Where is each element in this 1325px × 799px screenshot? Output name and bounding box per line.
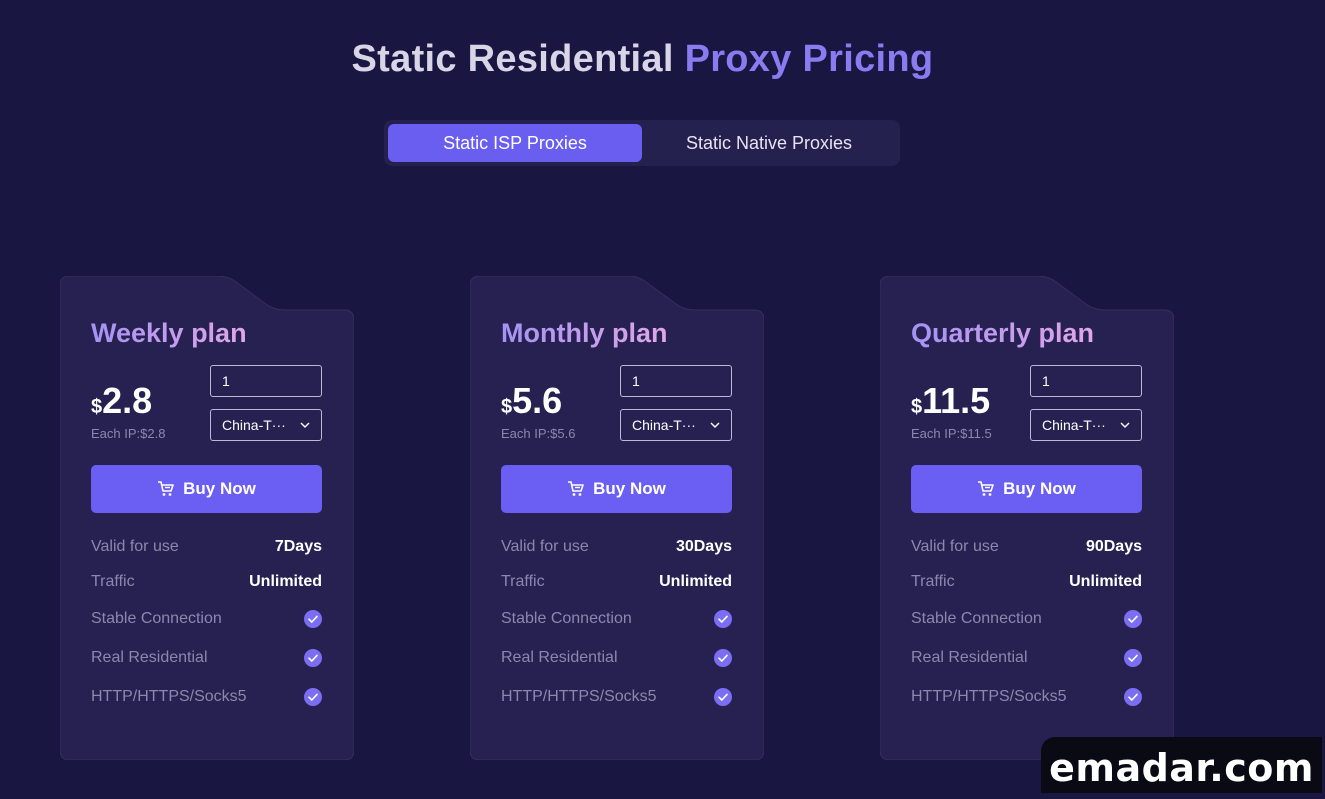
feature-label: Real Residential [911,649,1028,666]
tab-static-native-proxies[interactable]: Static Native Proxies [685,133,853,153]
tab-static-isp-proxies[interactable]: Static ISP Proxies [388,124,642,162]
buy-now-label: Buy Now [1003,479,1076,498]
feature-value: Unlimited [659,573,732,590]
plan-title: Monthly plan [501,318,668,348]
plan-card-weekly: Weekly plan $2.8 Each IP:$2.8 China-T···… [60,276,354,760]
cart-icon [978,481,994,496]
feature-value: 7Days [274,538,322,555]
region-select[interactable]: China-T··· [210,409,322,441]
region-select[interactable]: China-T··· [620,409,732,441]
feature-real-residential: Real Residential [91,646,322,670]
feature-valid: Valid for use 90Days [911,535,1142,559]
check-circle-icon [714,610,732,628]
quantity-input[interactable] [1030,365,1142,397]
buy-now-button[interactable]: Buy Now [91,465,322,513]
buy-now-label: Buy Now [183,479,256,498]
feature-value: Unlimited [1069,573,1142,590]
page-title-part-2: Proxy Pricing [684,38,934,80]
feature-label: Valid for use [501,538,589,555]
each-ip-price: Each IP:$11.5 [911,426,992,441]
check-circle-icon [304,688,322,706]
chevron-down-icon [710,422,720,428]
feature-traffic: Traffic Unlimited [501,570,732,594]
feature-traffic: Traffic Unlimited [911,570,1142,594]
buy-now-button[interactable]: Buy Now [501,465,732,513]
plan-card-quarterly: Quarterly plan $11.5 Each IP:$11.5 China… [880,276,1174,760]
check-circle-icon [1124,649,1142,667]
feature-label: Real Residential [91,649,208,666]
plan-price: $2.8 [91,380,152,422]
each-ip-price: Each IP:$5.6 [501,426,576,441]
feature-stable-connection: Stable Connection [911,607,1142,631]
feature-protocols: HTTP/HTTPS/Socks5 [501,685,732,709]
feature-label: Traffic [911,573,955,590]
check-circle-icon [304,610,322,628]
page-title: Static Residential Proxy Pricing [0,38,1285,81]
feature-label: Traffic [501,573,545,590]
feature-real-residential: Real Residential [911,646,1142,670]
currency-symbol: $ [91,396,103,418]
feature-label: Stable Connection [911,610,1042,627]
card-background [470,276,764,760]
feature-label: Real Residential [501,649,618,666]
chevron-down-icon [300,422,310,428]
price-amount: 5.6 [512,380,563,421]
feature-value: 90Days [1085,538,1142,555]
price-amount: 2.8 [102,380,153,421]
feature-label: Valid for use [911,538,999,555]
card-background [60,276,354,760]
plan-title: Quarterly plan [911,318,1095,348]
check-circle-icon [1124,610,1142,628]
quantity-input[interactable] [210,365,322,397]
region-select[interactable]: China-T··· [1030,409,1142,441]
check-circle-icon [304,649,322,667]
chevron-down-icon [1120,422,1130,428]
feature-protocols: HTTP/HTTPS/Socks5 [911,685,1142,709]
feature-label: Traffic [91,573,135,590]
cart-icon [158,481,174,496]
feature-valid: Valid for use 30Days [501,535,732,559]
check-circle-icon [714,688,732,706]
feature-value: Unlimited [249,573,322,590]
quantity-input[interactable] [620,365,732,397]
plan-title: Weekly plan [91,318,247,348]
price-amount: 11.5 [922,380,991,421]
feature-label: Valid for use [91,538,179,555]
buy-now-label: Buy Now [593,479,666,498]
feature-label: Stable Connection [501,610,632,627]
watermark: emadar.com [1041,737,1322,793]
region-select-value: China-T··· [632,417,696,433]
feature-label: HTTP/HTTPS/Socks5 [501,688,657,705]
feature-stable-connection: Stable Connection [91,607,322,631]
each-ip-price: Each IP:$2.8 [91,426,166,441]
currency-symbol: $ [911,396,923,418]
feature-stable-connection: Stable Connection [501,607,732,631]
feature-traffic: Traffic Unlimited [91,570,322,594]
feature-valid: Valid for use 7Days [91,535,322,559]
feature-label: HTTP/HTTPS/Socks5 [911,688,1067,705]
page-title-part-1: Static Residential [351,38,674,80]
feature-real-residential: Real Residential [501,646,732,670]
plan-price: $11.5 [911,380,990,422]
feature-label: HTTP/HTTPS/Socks5 [91,688,247,705]
buy-now-button[interactable]: Buy Now [911,465,1142,513]
feature-label: Stable Connection [91,610,222,627]
plan-card-monthly: Monthly plan $5.6 Each IP:$5.6 China-T··… [470,276,764,760]
currency-symbol: $ [501,396,513,418]
feature-protocols: HTTP/HTTPS/Socks5 [91,685,322,709]
cart-icon [568,481,584,496]
region-select-value: China-T··· [222,417,286,433]
check-circle-icon [714,649,732,667]
plan-price: $5.6 [501,380,562,422]
card-background [880,276,1174,760]
feature-value: 30Days [675,538,732,555]
check-circle-icon [1124,688,1142,706]
region-select-value: China-T··· [1042,417,1106,433]
proxy-type-tabs: Static ISP Proxies Static Native Proxies [384,120,900,166]
